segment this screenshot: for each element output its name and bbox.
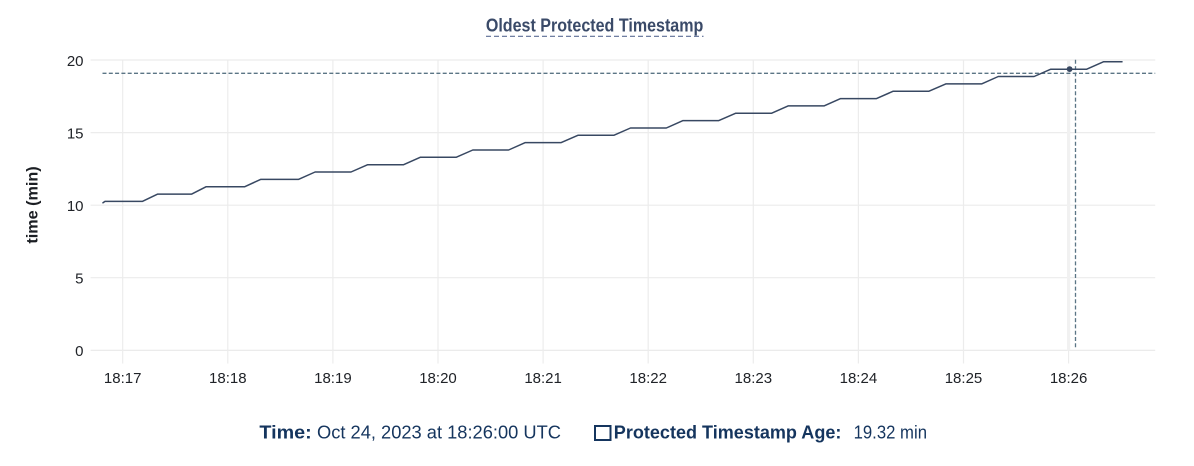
- svg-text:18:22: 18:22: [629, 370, 667, 387]
- svg-text:18:17: 18:17: [104, 370, 142, 387]
- svg-text:Time:: Time:: [259, 422, 311, 442]
- svg-text:19.32 min: 19.32 min: [854, 422, 927, 442]
- svg-text:18:25: 18:25: [945, 370, 983, 387]
- svg-text:Oct 24, 2023 at 18:26:00 UTC: Oct 24, 2023 at 18:26:00 UTC: [317, 422, 561, 442]
- svg-text:10: 10: [67, 198, 84, 215]
- svg-text:18:26: 18:26: [1050, 370, 1088, 387]
- svg-text:18:18: 18:18: [209, 370, 247, 387]
- svg-text:20: 20: [67, 53, 84, 70]
- svg-text:18:23: 18:23: [735, 370, 773, 387]
- svg-text:18:21: 18:21: [524, 370, 562, 387]
- svg-text:18:24: 18:24: [840, 370, 878, 387]
- svg-text:18:20: 18:20: [419, 370, 457, 387]
- svg-text:Protected Timestamp Age:: Protected Timestamp Age:: [614, 422, 842, 442]
- svg-text:18:19: 18:19: [314, 370, 352, 387]
- svg-text:time (min): time (min): [25, 166, 42, 243]
- svg-text:Oldest Protected Timestamp: Oldest Protected Timestamp: [486, 15, 704, 35]
- svg-text:5: 5: [75, 270, 83, 287]
- svg-text:0: 0: [75, 343, 83, 360]
- svg-text:15: 15: [67, 125, 84, 142]
